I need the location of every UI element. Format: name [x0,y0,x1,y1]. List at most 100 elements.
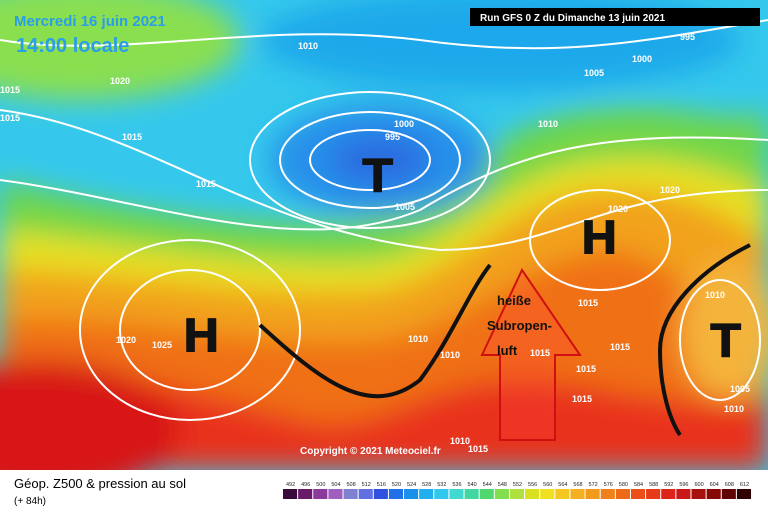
trough-lines [258,243,751,437]
legend-swatch [540,489,555,499]
footer-title: Géop. Z500 & pression au sol [14,476,186,491]
isobar-label: 1005 [584,68,604,78]
legend-swatch [479,489,494,499]
isobar-label: 1015 [122,132,142,142]
legend-label: 556 [528,482,537,488]
run-info: Run GFS 0 Z du Dimanche 13 juin 2021 [480,13,665,24]
legend-swatch [343,489,358,499]
legend-label: 536 [452,482,461,488]
isobar-label: 1025 [152,340,172,350]
legend-label: 540 [468,482,477,488]
legend-label: 512 [362,482,371,488]
isobar-label: 1010 [408,334,428,344]
legend-swatch [509,489,525,499]
isobar-label: 1015 [0,113,20,123]
legend-label: 560 [543,482,552,488]
isobar-label: 1015 [196,179,216,189]
legend-label: 492 [286,482,295,488]
isobar-label: 1000 [632,54,652,64]
isobar-label: 1020 [116,335,136,345]
isobar-label: 1010 [705,290,725,300]
legend-swatch [691,489,706,499]
legend-label: 608 [725,482,734,488]
isobar-label: 1015 [530,348,550,358]
isobars [0,19,768,421]
footer-lead: (+ 84h) [14,496,46,507]
legend-label: 588 [649,482,658,488]
legend-swatch [434,489,449,499]
legend-label: 504 [331,482,340,488]
legend-label: 528 [422,482,431,488]
isobar-label: 1015 [610,342,630,352]
isobar-label: 1010 [298,41,318,51]
high-center: H [182,309,221,363]
legend-label: 596 [679,482,688,488]
legend-swatch [419,489,434,499]
isobar-label: 1015 [0,85,20,95]
legend: 492 496 500 504 508 512 516 520 524 528 532 536 540 5… [283,482,751,499]
legend-label: 568 [573,482,582,488]
legend-label: 500 [316,482,325,488]
legend-swatch [449,489,464,499]
legend-swatch [721,489,736,499]
annotation: luft [497,343,518,358]
time: 14:00 locale [16,35,129,57]
legend-label: 600 [694,482,703,488]
isobar-label: 1020 [660,185,680,195]
legend-swatch [298,489,313,499]
low-center: T [362,149,394,203]
isobar-label: 995 [385,132,400,142]
copyright: Copyright © 2021 Meteociel.fr [300,446,441,457]
legend-swatch [555,489,570,499]
legend-swatch [661,489,676,499]
isobar-label: 1015 [468,444,488,454]
legend-swatch [283,489,298,499]
isobar-label: 1015 [578,298,598,308]
isobar-label: 995 [680,32,695,42]
annotation: heiße [497,293,531,308]
legend-swatch [328,489,343,499]
legend-swatch [600,489,615,499]
isobar-label: 1020 [608,204,628,214]
legend-label: 508 [346,482,355,488]
high-center: H [580,211,619,265]
annotation: Subropen- [487,318,552,333]
isobar-labels: 1010 995 1000 1005 1015 1020 1015 1015 1… [0,32,750,454]
legend-label: 592 [664,482,673,488]
isobar-label: 1005 [395,202,415,212]
legend-swatch [646,489,661,499]
legend-label: 548 [498,482,507,488]
legend-label: 612 [740,482,749,488]
legend-swatch [630,489,646,499]
legend-swatch [525,489,540,499]
isobar-label: 1010 [440,350,460,360]
legend-swatch [313,489,328,499]
legend-swatch [388,489,404,499]
legend-label: 564 [558,482,567,488]
legend-label: 496 [301,482,310,488]
isobar-label: 1010 [538,119,558,129]
isobar-label: 1020 [110,76,130,86]
legend-label: 516 [377,482,386,488]
legend-swatch [404,489,419,499]
isobar-label: 1010 [724,404,744,414]
legend-swatch [706,489,721,499]
run-box [470,8,760,26]
legend-label: 532 [437,482,446,488]
warm-air-arrow [480,267,582,441]
legend-swatch [736,489,751,499]
legend-label: 580 [619,482,628,488]
legend-swatch [570,489,585,499]
isobar-label: 1005 [730,384,750,394]
legend-label: 572 [589,482,598,488]
legend-swatch [494,489,509,499]
legend-swatch [676,489,691,499]
legend-label: 576 [604,482,613,488]
map-background [0,0,768,500]
legend-label: 584 [634,482,643,488]
date: Mercredi 16 juin 2021 [14,13,166,30]
isobar-label: 1015 [576,364,596,374]
legend-label: 604 [710,482,719,488]
legend-label: 524 [407,482,416,488]
